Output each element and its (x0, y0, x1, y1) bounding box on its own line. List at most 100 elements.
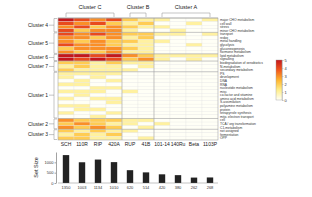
heatmap-cell (106, 29, 122, 33)
heatmap-cell (138, 61, 154, 65)
heatmap-cell (74, 101, 90, 105)
x-tick-label: Beta (189, 141, 200, 147)
heatmap-cell (186, 83, 202, 87)
heatmap-cell (90, 111, 106, 115)
heatmap-cell (122, 93, 138, 97)
cluster-separator (58, 61, 218, 62)
heatmap-cell (58, 90, 74, 94)
heatmap-cell (154, 104, 170, 108)
heatmap-cell (90, 32, 106, 36)
heatmap-cell (202, 18, 218, 22)
heatmap-cell (202, 68, 218, 72)
x-tick-label: 1103P (203, 141, 218, 147)
heatmap-cell (122, 108, 138, 112)
row-dendrogram (49, 119, 57, 129)
heatmap-cell (122, 97, 138, 101)
heatmap-cell (90, 47, 106, 51)
heatmap-cell (154, 115, 170, 119)
heatmap-cell (90, 72, 106, 76)
heatmap-cell (170, 32, 186, 36)
heatmap-cell (154, 90, 170, 94)
heatmap-cell (186, 111, 202, 115)
heatmap-cell (74, 136, 90, 140)
heatmap-cell (106, 136, 122, 140)
heatmap-cell (154, 118, 170, 122)
row-dendrogram (49, 72, 57, 118)
heatmap-cell (106, 90, 122, 94)
heatmap-cell (122, 57, 138, 61)
heatmap-cell (106, 83, 122, 87)
heatmap-cell (202, 83, 218, 87)
x-tick-label: 41B (142, 141, 152, 147)
heatmap-cell (154, 22, 170, 26)
heatmap-cell (138, 136, 154, 140)
heatmap-cell (138, 118, 154, 122)
heatmap-cell (58, 43, 74, 47)
heatmap-cell (58, 79, 74, 83)
color-bar (276, 60, 282, 100)
heatmap-cell (58, 68, 74, 72)
heatmap-cell (74, 79, 90, 83)
heatmap-cell (170, 57, 186, 61)
cluster-separator (154, 18, 155, 140)
column-cluster-label: Cluster A (175, 4, 198, 10)
heatmap-cell (154, 68, 170, 72)
bar (143, 172, 149, 183)
heatmap-cell (170, 108, 186, 112)
heatmap-cell (58, 22, 74, 26)
heatmap-cell (74, 75, 90, 79)
x-tick-label: RUP (125, 141, 136, 147)
heatmap-cell (154, 126, 170, 130)
data-label: 420 (159, 185, 166, 190)
heatmap-cell (186, 101, 202, 105)
heatmap-cell (138, 126, 154, 130)
heatmap-cell (170, 93, 186, 97)
heatmap-cell (186, 40, 202, 44)
y-axis: 05001000 (45, 153, 57, 186)
heatmap-cell (90, 83, 106, 87)
heatmap-cell (106, 111, 122, 115)
x-tick: Beta (189, 141, 200, 147)
x-tick: 110R (76, 141, 88, 147)
x-tick: RUP (125, 141, 136, 147)
heatmap-cell (90, 40, 106, 44)
data-label: 262 (191, 185, 198, 190)
data-label: 268 (207, 185, 214, 190)
heatmap-cell (58, 129, 74, 133)
heatmap-cell (74, 54, 90, 58)
color-axis: 012345 (282, 58, 288, 103)
heatmap-cell (74, 65, 90, 69)
heatmap-cell (138, 133, 154, 137)
heatmap-cell (170, 136, 186, 140)
heatmap-cell (122, 90, 138, 94)
heatmap-cell (170, 22, 186, 26)
heatmap-cell (106, 61, 122, 65)
heatmap-cell (122, 111, 138, 115)
heatmap-cell (122, 61, 138, 65)
heatmap-cell (90, 61, 106, 65)
heatmap-cell (90, 57, 106, 61)
heatmap-cell (138, 29, 154, 33)
heatmap-cell (170, 40, 186, 44)
heatmap-cell (106, 18, 122, 22)
heatmap-cell (186, 36, 202, 40)
heatmap-cell (154, 79, 170, 83)
heatmap-cell (58, 101, 74, 105)
heatmap-cell (122, 126, 138, 130)
heatmap-cell (202, 133, 218, 137)
heatmap-cell (106, 115, 122, 119)
heatmap-cell (122, 65, 138, 69)
color-tick-mark (282, 84, 284, 85)
heatmap-cell (170, 118, 186, 122)
row-label: OPP (220, 136, 228, 140)
heatmap-cell (90, 129, 106, 133)
heatmap-cell (154, 47, 170, 51)
heatmap-cell (90, 101, 106, 105)
heatmap-cell (122, 72, 138, 76)
heatmap-cell (170, 79, 186, 83)
heatmap-cell (186, 97, 202, 101)
heatmap-cell (122, 40, 138, 44)
color-tick-label: 5 (285, 58, 288, 63)
heatmap-cell (74, 50, 90, 54)
heatmap-cell (74, 43, 90, 47)
